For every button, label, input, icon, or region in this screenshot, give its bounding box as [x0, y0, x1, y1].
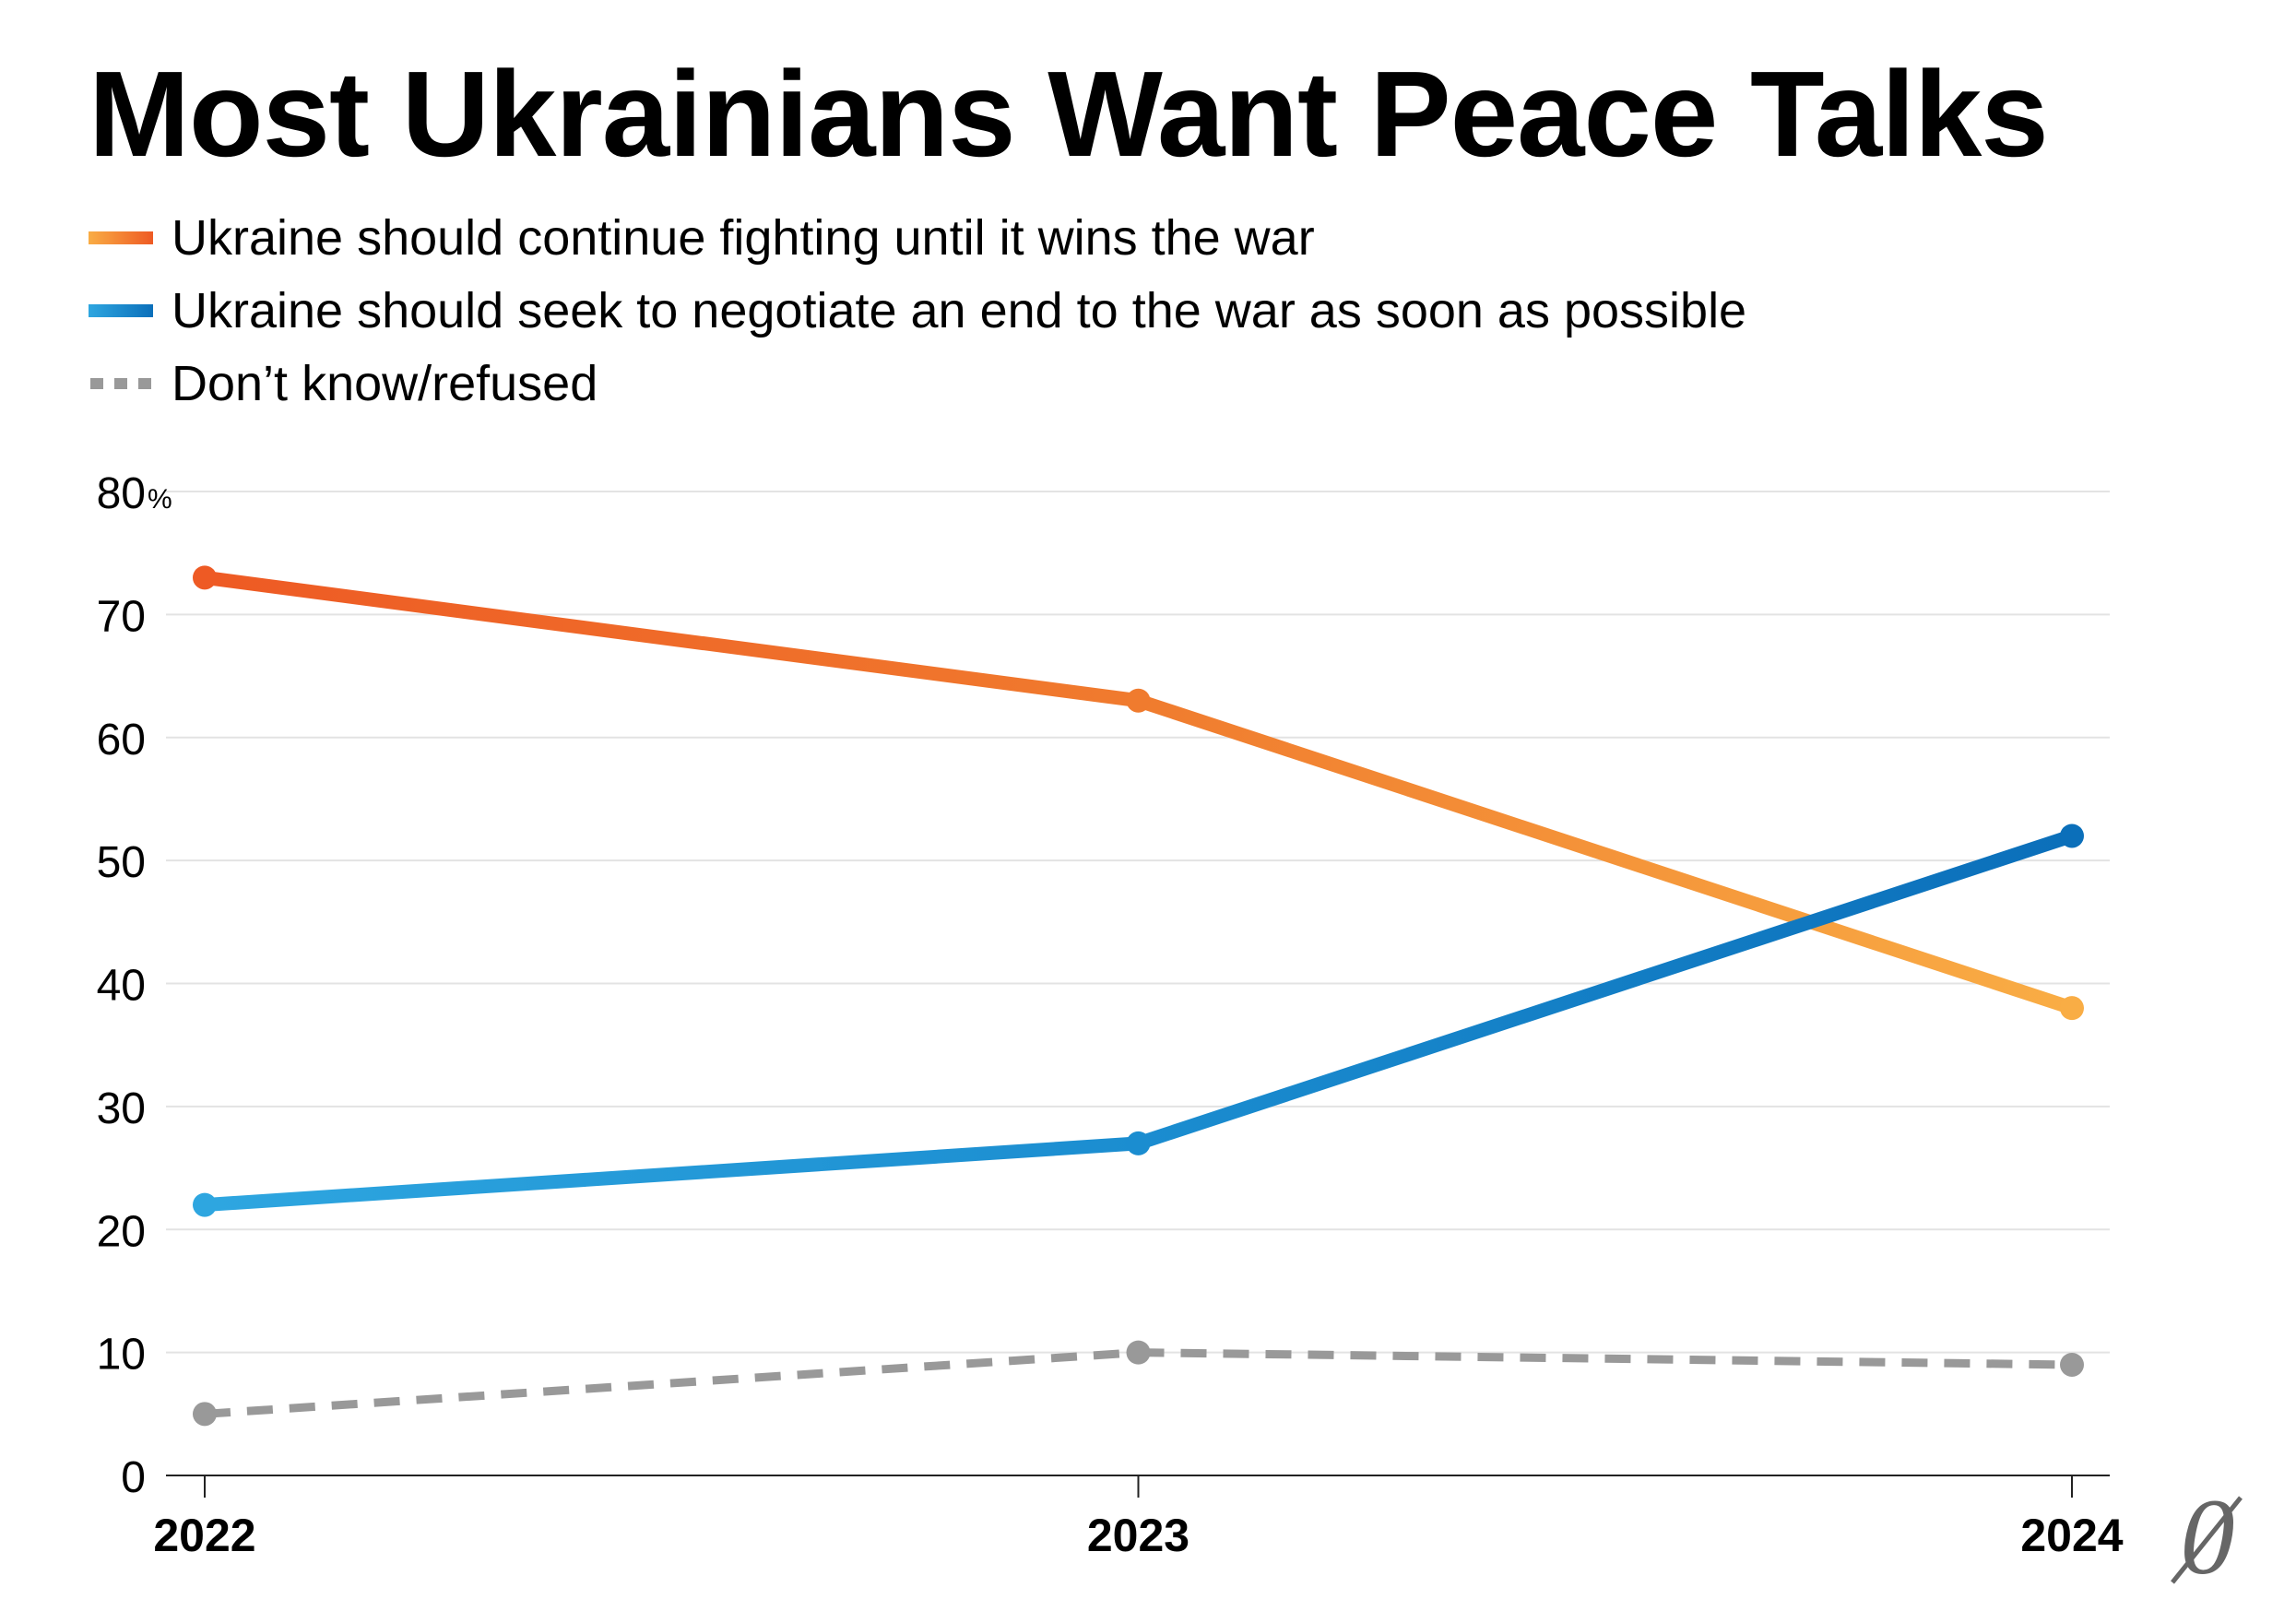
series-1-point [1126, 1131, 1151, 1155]
y-tick-label: 70 [97, 592, 146, 641]
series-0-segment [197, 570, 1145, 708]
series-0-point [1126, 688, 1151, 713]
legend-swatch-negotiate [89, 303, 153, 317]
series-2-point [1126, 1340, 1151, 1365]
series-0-point [193, 565, 217, 590]
series-2-point [2060, 1352, 2084, 1377]
series-2-segment [204, 1348, 1139, 1418]
series-markers [193, 565, 2084, 1427]
y-tick-label: 10 [97, 1331, 146, 1380]
chart-title: Most Ukrainians Want Peace Talks [89, 46, 2049, 182]
x-tick-label: 2024 [2020, 1510, 2123, 1561]
legend-item-continue-fighting: Ukraine should continue fighting until i… [89, 201, 1746, 274]
series-2-segment [1138, 1348, 2073, 1369]
legend-label-negotiate: Ukraine should seek to negotiate an end … [172, 282, 1747, 338]
series-1-segment [1131, 828, 2079, 1151]
series-1-point [2060, 823, 2084, 848]
y-tick-label: 40 [97, 962, 146, 1011]
y-tick-label: 20 [97, 1207, 146, 1256]
chart-legend: Ukraine should continue fighting until i… [89, 201, 1746, 420]
series-lines [197, 570, 2079, 1418]
y-tick-label: 60 [97, 716, 146, 764]
series-0-point [2060, 996, 2084, 1021]
legend-swatch-continue-fighting [89, 231, 153, 244]
series-2-point [193, 1402, 217, 1427]
series-1-segment [197, 1136, 1145, 1213]
y-tick-label: 80 [97, 469, 146, 518]
logo-slash [2171, 1496, 2243, 1584]
y-tick-label: 0 [121, 1453, 146, 1502]
legend-item-dont-know: Don’t know/refused [89, 347, 1746, 420]
legend-item-negotiate: Ukraine should seek to negotiate an end … [89, 274, 1746, 347]
x-tick-label: 2022 [153, 1510, 255, 1561]
series-1-point [193, 1192, 217, 1217]
series-0-segment [1131, 693, 2079, 1015]
legend-label-continue-fighting: Ukraine should continue fighting until i… [172, 209, 1315, 266]
legend-swatch-dont-know [90, 377, 153, 389]
legend-label-dont-know: Don’t know/refused [172, 355, 598, 411]
y-tick-unit: % [148, 484, 172, 515]
x-tick-label: 2023 [1087, 1510, 1189, 1561]
y-tick-label: 30 [97, 1084, 146, 1133]
publication-monogram-icon: 0 [2171, 1481, 2243, 1592]
y-tick-label: 50 [97, 838, 146, 887]
